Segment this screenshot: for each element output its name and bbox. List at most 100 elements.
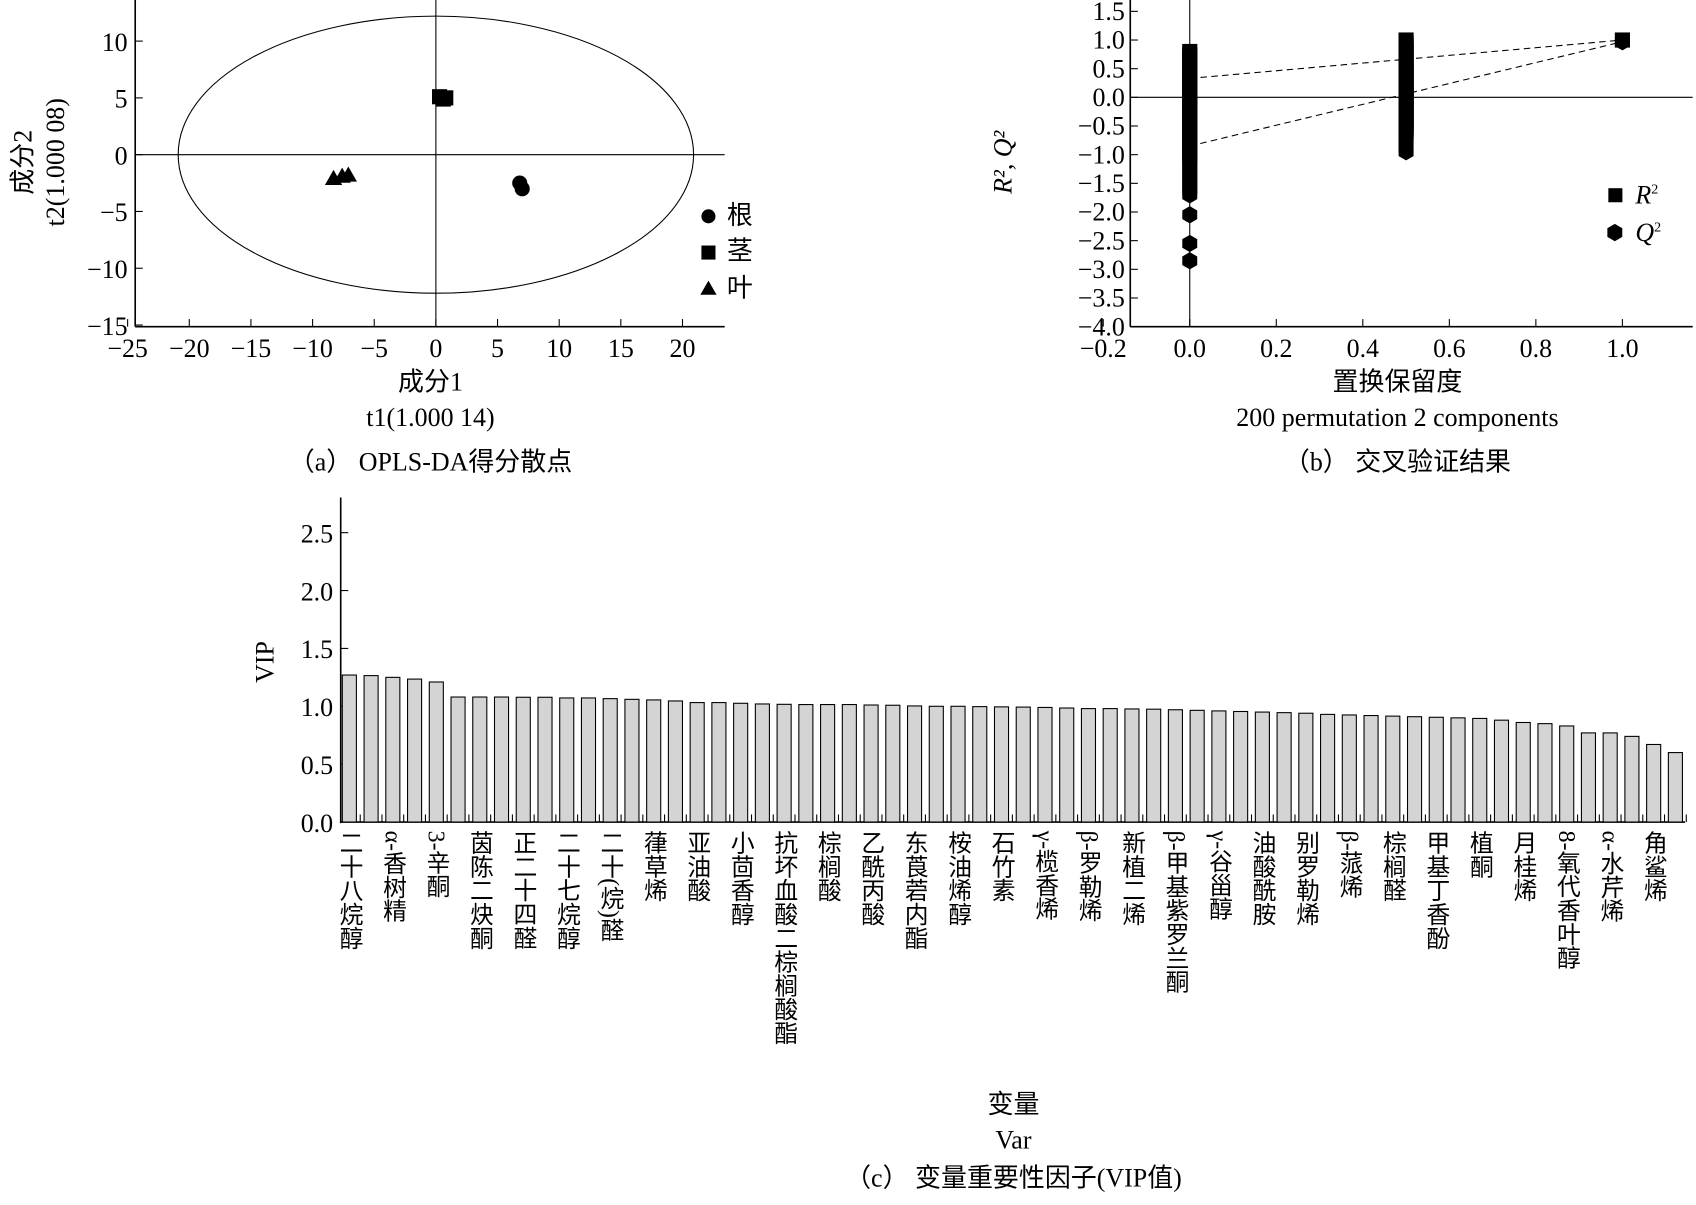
vip-bar: [689, 702, 705, 823]
vip-tick-label: 棕榈醛: [1379, 830, 1407, 903]
a-xlabel: 成分1: [398, 368, 463, 397]
x-tick-label: −25: [107, 334, 148, 363]
legend-r2-marker: [1608, 188, 1623, 203]
legend-q2-name: Q: [1635, 219, 1655, 248]
y-tick-label: 1.0: [301, 693, 333, 722]
vip-bar: [1320, 713, 1336, 823]
x-tick-label: 5: [491, 334, 504, 363]
legend-stem-label: 茎: [726, 237, 753, 267]
b-xlabel2: 200 permutation 2 components: [1236, 404, 1559, 433]
vip-bar: [993, 706, 1010, 823]
vip-bar: [798, 704, 814, 823]
vip-tick-label: 3-辛酮: [423, 830, 451, 899]
vip-bar: [1428, 716, 1444, 823]
vip-bar: [972, 706, 988, 823]
vip-bar: [1167, 709, 1183, 823]
r2-point: [1398, 32, 1414, 48]
vip-bar: [559, 697, 575, 823]
y-tick-label: −2.5: [1078, 226, 1125, 255]
vip-bar: [1363, 715, 1379, 823]
vip-tick-label: 二十(烷)醛: [597, 830, 625, 942]
y-tick-label: 0.0: [1092, 83, 1124, 112]
legend-triangle-marker: [700, 280, 717, 295]
vip-tick-label: 小茴香醇: [727, 830, 755, 926]
vip-tick-label: 角鲨烯: [1640, 830, 1668, 903]
vip-bar: [733, 702, 749, 823]
y-tick-label: −1.0: [1078, 140, 1125, 169]
q2-point: [1614, 33, 1630, 51]
x-tick-label: −10: [292, 334, 333, 363]
vip-tick-label: α-水芹烯: [1597, 830, 1625, 923]
vip-bar: [428, 681, 444, 823]
vip-bar: [1233, 710, 1249, 823]
legend-root-label: 根: [726, 202, 753, 231]
vip-bar: [776, 703, 792, 823]
y-tick-label: −15: [87, 312, 128, 341]
vip-bar: [602, 698, 618, 823]
x-tick-label: 0.8: [1520, 334, 1552, 363]
vip-tick-label: 甲基丁香酚: [1423, 830, 1451, 950]
y-tick-label: 10: [102, 28, 128, 57]
vip-tick-label: 桉油烯醇: [945, 830, 973, 926]
vip-tick-label: 茵陈二炔酮: [466, 830, 494, 950]
point-square: [435, 91, 451, 107]
y-tick-label: −3.5: [1078, 284, 1125, 313]
vip-bar: [667, 700, 684, 823]
q2-point: [1182, 234, 1198, 253]
vip-bar: [1298, 712, 1314, 823]
x-tick-label: −20: [169, 334, 210, 363]
vip-bar: [580, 697, 597, 823]
vip-tick-label: 二十八烷醇: [336, 830, 364, 950]
a-caption: （a） OPLS-DA得分散点: [288, 448, 573, 477]
y-tick-label: −3.0: [1078, 255, 1125, 284]
y-tick-label: −2.0: [1078, 198, 1125, 227]
q2-point: [1182, 252, 1198, 270]
vip-bar: [1646, 743, 1662, 823]
x-tick-label: 1.0: [1606, 334, 1638, 363]
vip-bar: [1211, 710, 1227, 823]
vip-tick-label: 乙酰丙酸: [858, 830, 886, 926]
vip-tick-label: 东莨菪内酯: [901, 830, 929, 950]
vip-tick-label: 葎草烯: [640, 830, 668, 903]
vip-bar: [1124, 708, 1140, 823]
point-circle: [514, 181, 530, 197]
b-xlabel: 置换保留度: [1332, 368, 1463, 397]
vip-tick-label: 正二十四醛: [510, 830, 538, 950]
x-tick-label: −15: [231, 334, 272, 363]
vip-bar: [450, 696, 466, 823]
vip-bar: [906, 705, 923, 823]
vip-bar: [885, 704, 901, 823]
vip-bar: [1189, 709, 1205, 823]
vip-bar: [1102, 708, 1118, 823]
vip-bar: [646, 699, 662, 823]
vip-bar: [363, 675, 379, 823]
c-xlabel2: Var: [995, 1127, 1032, 1156]
y-tick-label: −10: [87, 255, 128, 284]
vip-bar: [928, 705, 944, 823]
a-ylabel: 成分2: [9, 129, 38, 195]
c-xlabel: 变量: [987, 1091, 1040, 1120]
legend-q2-sup: 2: [1654, 218, 1662, 235]
a-xlabel2: t1(1.000 14): [366, 404, 495, 433]
y-tick-label: 0.0: [301, 809, 333, 838]
vip-bar: [1406, 716, 1423, 823]
q2-point: [1182, 206, 1198, 224]
vip-bar: [1037, 706, 1053, 823]
vip-bar: [341, 674, 357, 823]
vip-tick-label: β-蒎烯: [1336, 830, 1364, 899]
vip-bar: [1015, 706, 1031, 823]
vip-tick-label: β-罗勒烯: [1075, 830, 1103, 923]
legend-q2-marker: [1607, 223, 1623, 242]
vip-tick-label: 新植二烯: [1118, 830, 1146, 926]
vip-bar: [1537, 723, 1553, 823]
vip-bar: [863, 704, 879, 823]
vip-bar: [1515, 721, 1531, 823]
vip-tick-label: 月桂烯: [1510, 830, 1538, 903]
vip-bar: [515, 696, 531, 823]
vip-bar: [754, 703, 770, 823]
x-tick-label: 0.4: [1347, 334, 1379, 363]
vip-bar: [1341, 714, 1357, 823]
vip-bar: [1385, 715, 1401, 823]
